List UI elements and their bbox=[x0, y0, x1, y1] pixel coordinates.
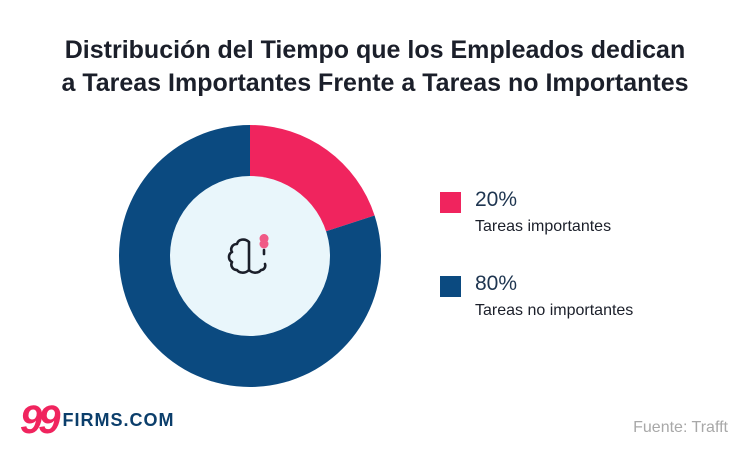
legend-value: 20% bbox=[475, 188, 518, 211]
title-line-1: Distribución del Tiempo que los Empleado… bbox=[64, 36, 686, 64]
legend-swatch bbox=[440, 192, 461, 213]
logo-number: 99 bbox=[20, 397, 60, 442]
legend-value: 80% bbox=[475, 272, 518, 295]
source-note: Fuente: Trafft bbox=[633, 419, 728, 436]
99firms-logo: 99 FIRMS.COM bbox=[20, 397, 175, 442]
legend-label: Tareas importantes bbox=[475, 218, 612, 235]
title-line-2: a Tareas Importantes Frente a Tareas no … bbox=[61, 69, 689, 97]
brain-lightbulb-icon bbox=[227, 234, 269, 274]
logo-text: FIRMS.COM bbox=[62, 409, 175, 430]
legend-swatch bbox=[440, 276, 461, 297]
legend-label: Tareas no importantes bbox=[475, 302, 634, 319]
chart-title: Distribución del Tiempo que los Empleado… bbox=[0, 34, 750, 100]
